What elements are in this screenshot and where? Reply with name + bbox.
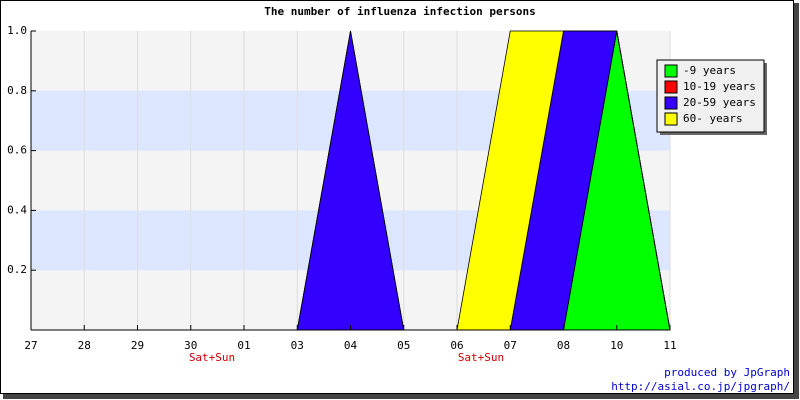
chart-title: The number of influenza infection person… [264,5,536,18]
x-tick-label: 30 [184,339,197,352]
note: Sat+Sun [189,351,235,364]
x-tick-label: 05 [397,339,410,352]
legend-label: 10-19 years [683,80,756,93]
x-tick-label: 08 [557,339,570,352]
x-tick-label: 29 [131,339,144,352]
credit: produced by JpGraph [664,366,790,379]
credit: http://asial.co.jp/jpgraph/ [611,380,790,393]
x-tick-label: 27 [24,339,37,352]
x-tick-label: 11 [663,339,676,352]
y-tick-label: 0.8 [7,84,27,97]
y-tick-label: 0.6 [7,144,27,157]
legend-label: 20-59 years [683,96,756,109]
x-tick-label: 10 [610,339,623,352]
legend-swatch [664,80,678,94]
legend-swatch [664,96,678,110]
legend-swatch [664,64,678,78]
y-tick-label: 0.2 [7,263,27,276]
x-tick-label: 03 [291,339,304,352]
x-tick-label: 07 [504,339,517,352]
y-tick-label: 1.0 [7,24,27,37]
note: Sat+Sun [458,351,504,364]
legend-label: -9 years [683,64,736,77]
x-tick-label: 06 [450,339,463,352]
x-tick-label: 04 [344,339,358,352]
legend-label: 60- years [683,112,743,125]
x-tick-label: 28 [78,339,91,352]
legend-swatch [664,112,678,126]
x-tick-label: 01 [237,339,250,352]
y-tick-label: 0.4 [7,203,27,216]
